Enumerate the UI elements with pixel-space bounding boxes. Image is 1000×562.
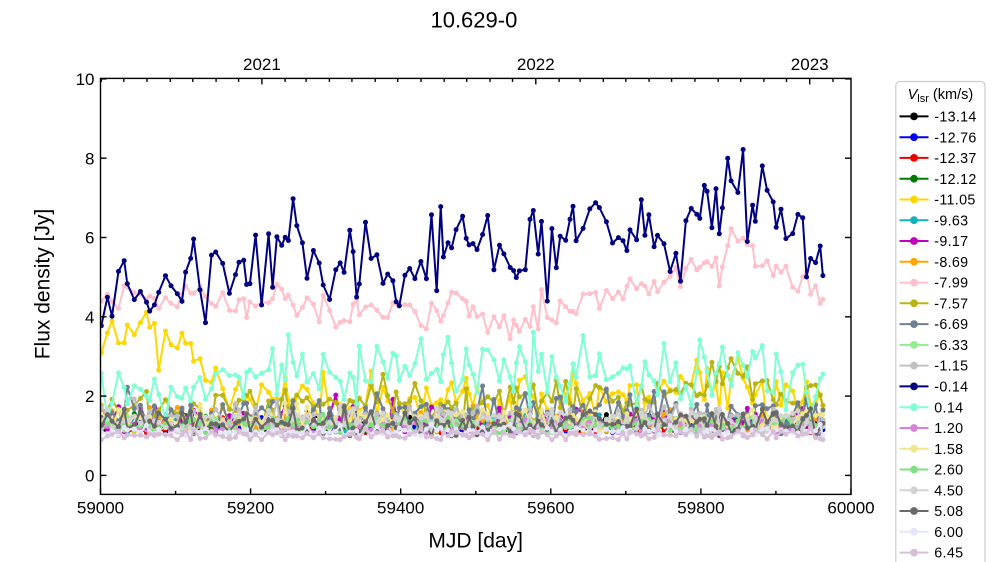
svg-text:-12.76: -12.76 [934, 130, 976, 146]
svg-text:-1.15: -1.15 [934, 359, 968, 375]
svg-text:0.14: 0.14 [934, 400, 963, 416]
svg-text:-7.99: -7.99 [934, 276, 968, 292]
svg-text:2023: 2023 [791, 55, 829, 74]
svg-text:59800: 59800 [677, 498, 724, 517]
svg-text:60000: 60000 [827, 498, 874, 517]
svg-text:59600: 59600 [527, 498, 574, 517]
svg-text:-11.05: -11.05 [934, 193, 975, 209]
svg-text:-13.14: -13.14 [934, 110, 976, 126]
svg-text:6.00: 6.00 [934, 525, 963, 541]
svg-text:Flux density [Jy]: Flux density [Jy] [32, 209, 55, 360]
svg-text:2021: 2021 [243, 55, 281, 74]
svg-text:5.08: 5.08 [934, 504, 963, 520]
svg-text:2: 2 [85, 387, 94, 406]
svg-text:2022: 2022 [517, 55, 555, 74]
svg-text:2.60: 2.60 [934, 463, 963, 479]
svg-text:MJD [day]: MJD [day] [428, 530, 523, 553]
svg-text:59400: 59400 [377, 498, 424, 517]
svg-text:1.20: 1.20 [934, 421, 963, 437]
svg-text:-12.37: -12.37 [934, 151, 976, 167]
svg-text:-6.33: -6.33 [934, 338, 968, 354]
svg-text:-0.14: -0.14 [934, 380, 968, 396]
svg-text:59000: 59000 [77, 498, 124, 517]
svg-text:-12.12: -12.12 [934, 172, 976, 188]
svg-text:0: 0 [85, 467, 94, 486]
svg-text:-7.57: -7.57 [934, 296, 968, 312]
svg-text:59200: 59200 [227, 498, 274, 517]
svg-text:Vlsr (km/s): Vlsr (km/s) [908, 87, 974, 105]
svg-text:4.50: 4.50 [934, 483, 963, 499]
svg-text:10: 10 [76, 70, 95, 89]
svg-text:-8.69: -8.69 [934, 255, 968, 271]
svg-text:1.58: 1.58 [934, 442, 963, 458]
svg-text:6.45: 6.45 [934, 546, 963, 562]
svg-text:-9.63: -9.63 [934, 213, 968, 229]
svg-text:4: 4 [85, 308, 94, 327]
svg-text:10.629-0: 10.629-0 [430, 8, 517, 33]
svg-text:8: 8 [85, 149, 94, 168]
svg-text:6: 6 [85, 229, 94, 248]
svg-text:-9.17: -9.17 [934, 234, 968, 250]
svg-text:-6.69: -6.69 [934, 317, 968, 333]
